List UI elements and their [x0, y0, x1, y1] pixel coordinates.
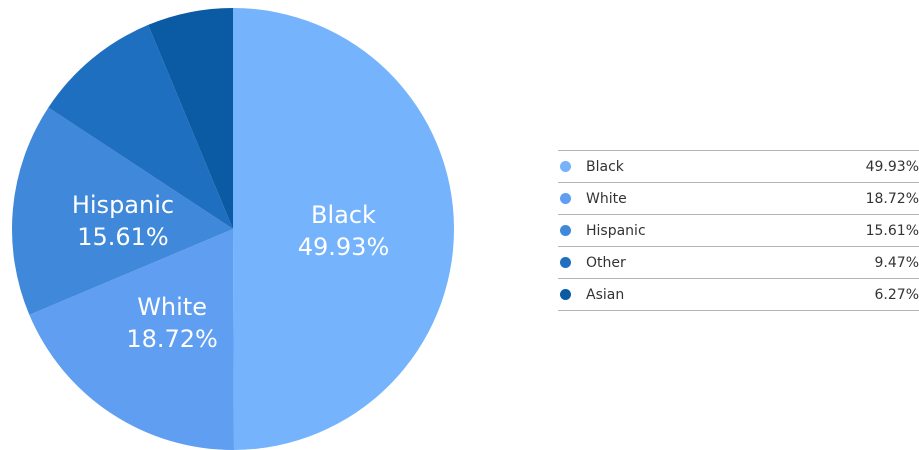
legend-label: Asian [586, 286, 625, 303]
pie-chart: Black 49.93% White 18.72% Hispanic 15.61% [11, 8, 455, 450]
pie-slice-label-hispanic: Hispanic [72, 191, 174, 219]
pie-labels: Black 49.93% White 18.72% Hispanic 15.61% [72, 191, 389, 353]
legend-row-asian[interactable]: Asian 6.27% [558, 279, 919, 311]
pie-slice-value-white: 18.72% [126, 325, 218, 353]
legend-table: Black 49.93% White 18.72% Hispanic 15.61% Othe… [558, 150, 919, 311]
legend-label: Other [586, 254, 626, 271]
legend-dot-icon [560, 193, 571, 204]
pie-slices [11, 8, 455, 450]
legend-value: 9.47% [874, 254, 919, 271]
legend-dot-icon [560, 257, 571, 268]
pie-slice-value-black: 49.93% [298, 233, 390, 261]
legend-label: Hispanic [586, 222, 646, 239]
legend-value: 15.61% [865, 222, 919, 239]
legend-value: 6.27% [874, 286, 919, 303]
legend-dot-icon [560, 161, 571, 172]
pie-slice-label-black: Black [311, 201, 376, 229]
pie-slice-white[interactable] [29, 229, 234, 450]
pie-slice-asian[interactable] [148, 8, 233, 229]
pie-slice-hispanic[interactable] [11, 107, 233, 315]
legend-dot-icon [560, 225, 571, 236]
legend-row-hispanic[interactable]: Hispanic 15.61% [558, 215, 919, 247]
pie-slice-black[interactable] [233, 8, 455, 450]
legend-dot-icon [560, 289, 571, 300]
pie-slice-value-hispanic: 15.61% [77, 223, 169, 251]
legend-row-white[interactable]: White 18.72% [558, 183, 919, 215]
legend-value: 18.72% [865, 190, 919, 207]
legend-row-black[interactable]: Black 49.93% [558, 151, 919, 183]
pie-slice-other[interactable] [48, 24, 233, 229]
legend-row-other[interactable]: Other 9.47% [558, 247, 919, 279]
legend-label: Black [586, 158, 624, 175]
pie-slice-label-white: White [137, 293, 207, 321]
legend-value: 49.93% [865, 158, 919, 175]
legend-label: White [586, 190, 627, 207]
